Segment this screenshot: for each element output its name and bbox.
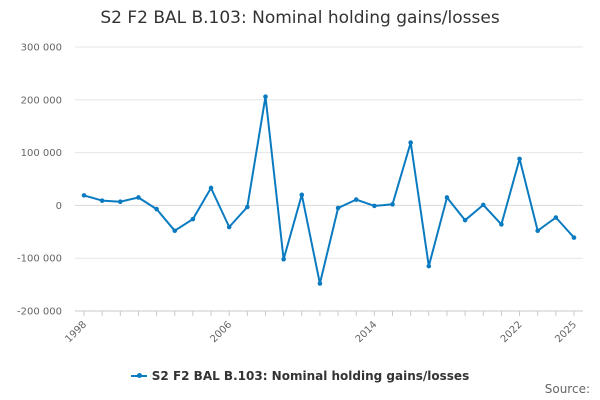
- data-point: [190, 216, 196, 222]
- data-point: [462, 217, 468, 223]
- data-point: [535, 228, 541, 234]
- x-tick-label: 2006: [209, 319, 235, 345]
- x-tick-label: 2022: [499, 319, 525, 345]
- data-point: [245, 204, 250, 210]
- data-point: [372, 203, 377, 209]
- legend-marker-icon: [130, 373, 147, 378]
- legend[interactable]: S2 F2 BAL B.103: Nominal holding gains/l…: [0, 366, 600, 383]
- data-point: [172, 228, 178, 234]
- data-point: [136, 195, 141, 200]
- data-point: [444, 195, 450, 200]
- data-point: [299, 192, 305, 198]
- data-point: [426, 263, 432, 269]
- y-tick-label: -200 000: [17, 307, 62, 318]
- chart-title: S2 F2 BAL B.103: Nominal holding gains/l…: [100, 8, 500, 28]
- grid-lines: [75, 46, 583, 312]
- data-point: [480, 202, 486, 208]
- data-point: [571, 235, 577, 240]
- x-axis: [75, 310, 583, 316]
- data-point: [335, 205, 341, 211]
- data-point: [408, 140, 413, 145]
- data-point: [553, 215, 559, 220]
- y-tick-label: 200 000: [21, 95, 62, 106]
- data-point: [499, 222, 504, 227]
- y-tick-label: 300 000: [21, 43, 62, 54]
- data-point: [226, 224, 232, 230]
- legend-label: S2 F2 BAL B.103: Nominal holding gains/l…: [151, 369, 470, 383]
- x-axis-tick-labels: 1998 2006 2014 2022 2025: [63, 319, 579, 345]
- data-point: [99, 198, 105, 203]
- data-point: [517, 156, 522, 162]
- x-tick-label: 2014: [354, 319, 380, 345]
- series-line: [83, 95, 575, 285]
- y-axis-tick-labels: 300 000 200 000 100 000 0 -100 000 -200 000: [17, 43, 62, 318]
- data-point: [317, 281, 323, 286]
- data-point: [353, 197, 359, 202]
- data-point: [154, 206, 159, 212]
- x-tick-label: 2025: [553, 319, 579, 345]
- source-label: Source:: [544, 382, 590, 396]
- data-point: [390, 202, 395, 207]
- data-point: [81, 193, 87, 198]
- data-point: [117, 199, 123, 205]
- data-point: [263, 94, 268, 99]
- y-tick-label: 0: [56, 201, 62, 212]
- y-tick-label: -100 000: [17, 254, 62, 265]
- y-tick-label: 100 000: [21, 148, 62, 159]
- data-point: [281, 256, 286, 262]
- series-layer: [81, 94, 577, 286]
- x-tick-label: 1998: [63, 319, 89, 345]
- data-point: [208, 185, 214, 191]
- legend-item[interactable]: S2 F2 BAL B.103: Nominal holding gains/l…: [130, 369, 470, 383]
